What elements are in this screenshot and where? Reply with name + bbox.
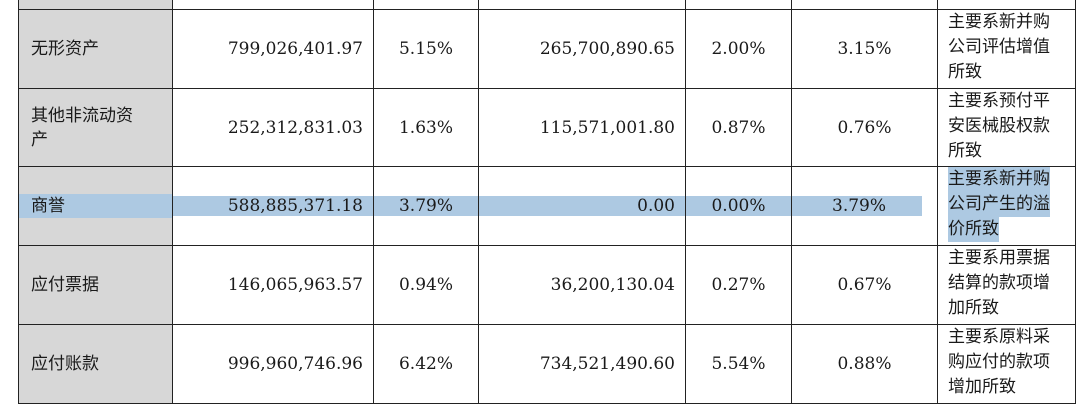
amount-prior-cell: 265,700,890.65 (478, 9, 686, 89)
table-row: 应付票据 146,065,963.57 0.94% 36,200,130.04 … (18, 245, 1076, 325)
ratio-change-cell: 3.15% (791, 9, 938, 89)
item-cell: 无形资产 (18, 9, 173, 89)
table-row-partial: 所致 (18, 0, 1076, 10)
amount-prior-cell: 734,521,490.60 (478, 324, 686, 404)
note-cell: 主要系新并购 公司产生的溢 价所致 (937, 166, 1076, 246)
ratio-change-cell: 0.76% (791, 88, 938, 167)
ratio-current-cell: 0.94% (373, 245, 479, 325)
ratio-prior-cell: 2.00% (685, 9, 792, 89)
item-cell: 应付账款 (18, 324, 173, 404)
table-row-highlighted: 商誉 588,885,371.18 3.79% 0.00 0.00% 3.79%… (18, 166, 1076, 246)
amount-current-cell: 252,312,831.03 (172, 88, 374, 167)
amount-prior-cell: 36,200,130.04 (478, 245, 686, 325)
amount-current-cell: 799,026,401.97 (172, 9, 374, 89)
amount-current-cell: 588,885,371.18 (172, 166, 374, 246)
table-row: 其他非流动资 产 252,312,831.03 1.63% 115,571,00… (18, 88, 1076, 167)
ratio-prior-cell: 0.87% (685, 88, 792, 167)
ratio-current-cell: 3.79% (373, 166, 479, 246)
note-cell: 所致 (937, 0, 1076, 10)
item-cell: 其他非流动资 产 (18, 88, 173, 167)
ratio-prior-cell: 5.54% (685, 324, 792, 404)
note-cell: 主要系用票据 结算的款项增 加所致 (937, 245, 1076, 325)
note-cell: 主要系预付平 安医械股权款 所致 (937, 88, 1076, 167)
table-row: 无形资产 799,026,401.97 5.15% 265,700,890.65… (18, 9, 1076, 89)
note-cell: 主要系新并购 公司评估增值 所致 (937, 9, 1076, 89)
note-cell: 主要系原料采 购应付的款项 增加所致 (937, 324, 1076, 404)
amount-prior-cell: 0.00 (478, 166, 686, 246)
amount-current-cell: 146,065,963.57 (172, 245, 374, 325)
amount-current-cell: 996,960,746.96 (172, 324, 374, 404)
ratio-change-cell: 0.88% (791, 324, 938, 404)
ratio-prior-cell: 0.27% (685, 245, 792, 325)
table-row: 应付账款 996,960,746.96 6.42% 734,521,490.60… (18, 324, 1076, 404)
amount-prior-cell: 115,571,001.80 (478, 88, 686, 167)
ratio-current-cell: 6.42% (373, 324, 479, 404)
ratio-change-cell: 3.79% (791, 166, 938, 246)
ratio-current-cell: 5.15% (373, 9, 479, 89)
ratio-prior-cell: 0.00% (685, 166, 792, 246)
item-cell: 商誉 (18, 166, 173, 246)
item-cell: 应付票据 (18, 245, 173, 325)
balance-sheet-table: 所致 无形资产 799,026,401.97 5.15% 265,700,890… (18, 0, 1076, 404)
ratio-current-cell: 1.63% (373, 88, 479, 167)
ratio-change-cell: 0.67% (791, 245, 938, 325)
